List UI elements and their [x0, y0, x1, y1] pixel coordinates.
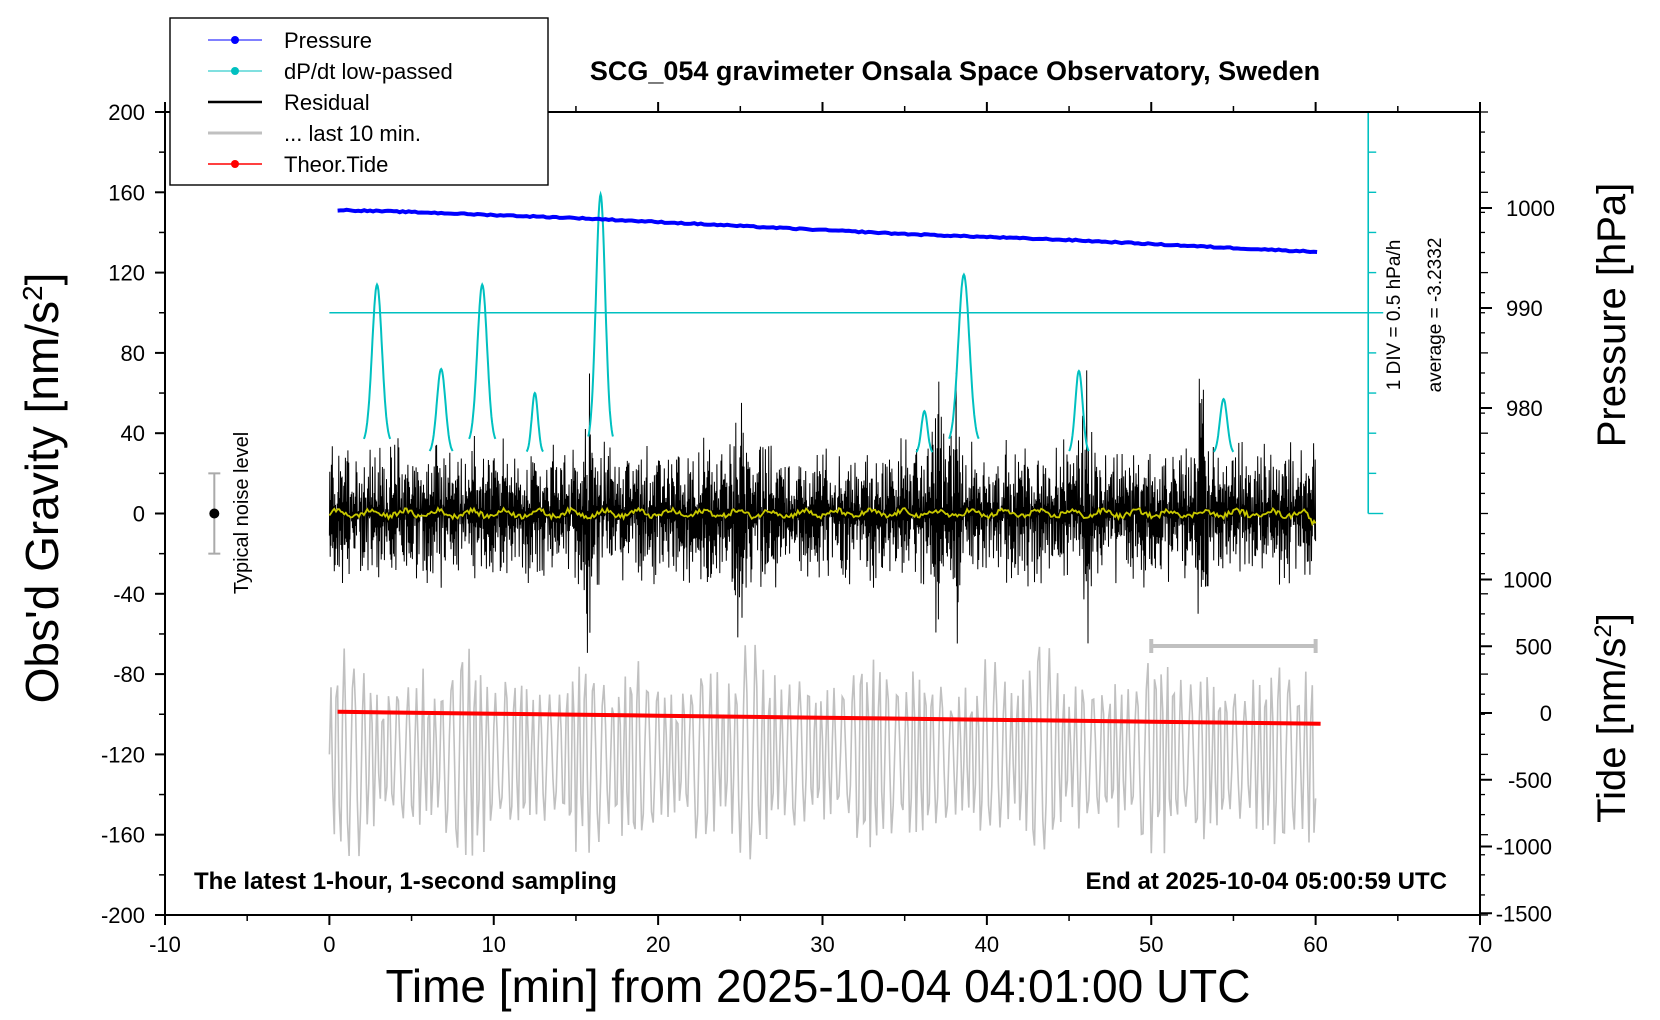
dpdt-peak-1 [428, 367, 454, 452]
dpdt-peak-0 [362, 282, 392, 440]
legend-swatch-dot [231, 36, 239, 44]
legend-label: dP/dt low-passed [284, 59, 453, 84]
y-tick-label: -160 [101, 823, 145, 848]
x-tick-label: 20 [646, 932, 670, 957]
legend: Pressure dP/dt low-passed Residual ... last… [169, 17, 549, 186]
x-tick-label: 10 [482, 932, 506, 957]
x-tick-label: 70 [1468, 932, 1492, 957]
tide-tick-label: 1000 [1503, 568, 1552, 593]
tide-tick-label: 0 [1540, 701, 1552, 726]
dpdt-scale-note: 1 DIV = 0.5 hPa/h [1384, 240, 1405, 391]
dpdt-average-note: average = -3.2332 [1425, 238, 1446, 393]
y-tick-label: 120 [108, 261, 145, 286]
tide-axis-title: Tide [nm/s2] [1590, 613, 1634, 823]
y-tick-label: -80 [113, 662, 145, 687]
pressure-tick-label: 980 [1506, 396, 1543, 421]
legend-label: Residual [284, 90, 370, 115]
tide-tick-label: 500 [1515, 634, 1552, 659]
chart-title: SCG_054 gravimeter Onsala Space Observat… [590, 56, 1320, 86]
dpdt-peak-3 [525, 391, 544, 453]
dpdt-peak-5 [915, 409, 934, 453]
x-tick-label: 40 [975, 932, 999, 957]
noise-dot [209, 508, 220, 519]
y-tick-label: 40 [121, 421, 145, 446]
legend-label: Theor.Tide [284, 152, 388, 177]
y-tick-label: -40 [113, 582, 145, 607]
noise-label: Typical noise level [231, 432, 253, 594]
x-tick-label: 60 [1303, 932, 1327, 957]
series-last-10-min [328, 644, 1317, 860]
y-tick-label: 0 [133, 502, 145, 527]
y-tick-label: -200 [101, 903, 145, 928]
series-theor-tide [337, 709, 1321, 726]
dpdt-peak-2 [468, 282, 497, 440]
y-tick-label: 160 [108, 180, 145, 205]
legend-label: Pressure [284, 28, 372, 53]
y-tick-label: 200 [108, 100, 145, 125]
note-right: End at 2025-10-04 05:00:59 UTC [1086, 868, 1448, 895]
tide-tick-label: -1000 [1496, 835, 1552, 860]
dpdt-peak-8 [1212, 397, 1235, 453]
y-tick-label: 80 [121, 341, 145, 366]
series-pressure [337, 207, 1318, 255]
tide-tick-label: -1500 [1496, 901, 1552, 926]
x-tick-label: 50 [1139, 932, 1163, 957]
pressure-axis-title: Pressure [hPa] [1590, 183, 1634, 448]
tide-tick-label: -500 [1508, 768, 1552, 793]
series-residual-smoothed [328, 506, 1317, 527]
axes: -10 0 10 20 30 40 50 60 70 200 160 120 80 40 0 -40 -80 -1… [101, 100, 1555, 957]
dpdt-peak-7 [1068, 369, 1090, 452]
y-axis-title: Obs'd Gravity [nm/s2] [16, 273, 68, 704]
legend-label: ... last 10 min. [284, 121, 421, 146]
series-residual [328, 370, 1317, 653]
legend-swatch-dot [231, 67, 239, 75]
legend-swatch-dot [231, 160, 239, 168]
x-tick-label: -10 [149, 932, 181, 957]
pressure-tick-label: 1000 [1506, 196, 1555, 221]
legend-box [169, 17, 549, 186]
x-tick-label: 0 [323, 932, 335, 957]
plot-area [208, 111, 1384, 860]
dpdt-peak-6 [948, 272, 980, 440]
y-tick-label: -120 [101, 742, 145, 767]
dpdt-peak-4 [587, 190, 614, 437]
x-axis-title: Time [min] from 2025-10-04 04:01:00 UTC [386, 960, 1251, 1012]
note-left: The latest 1-hour, 1-second sampling [194, 868, 617, 895]
x-tick-label: 30 [810, 932, 834, 957]
pressure-tick-label: 990 [1506, 296, 1543, 321]
